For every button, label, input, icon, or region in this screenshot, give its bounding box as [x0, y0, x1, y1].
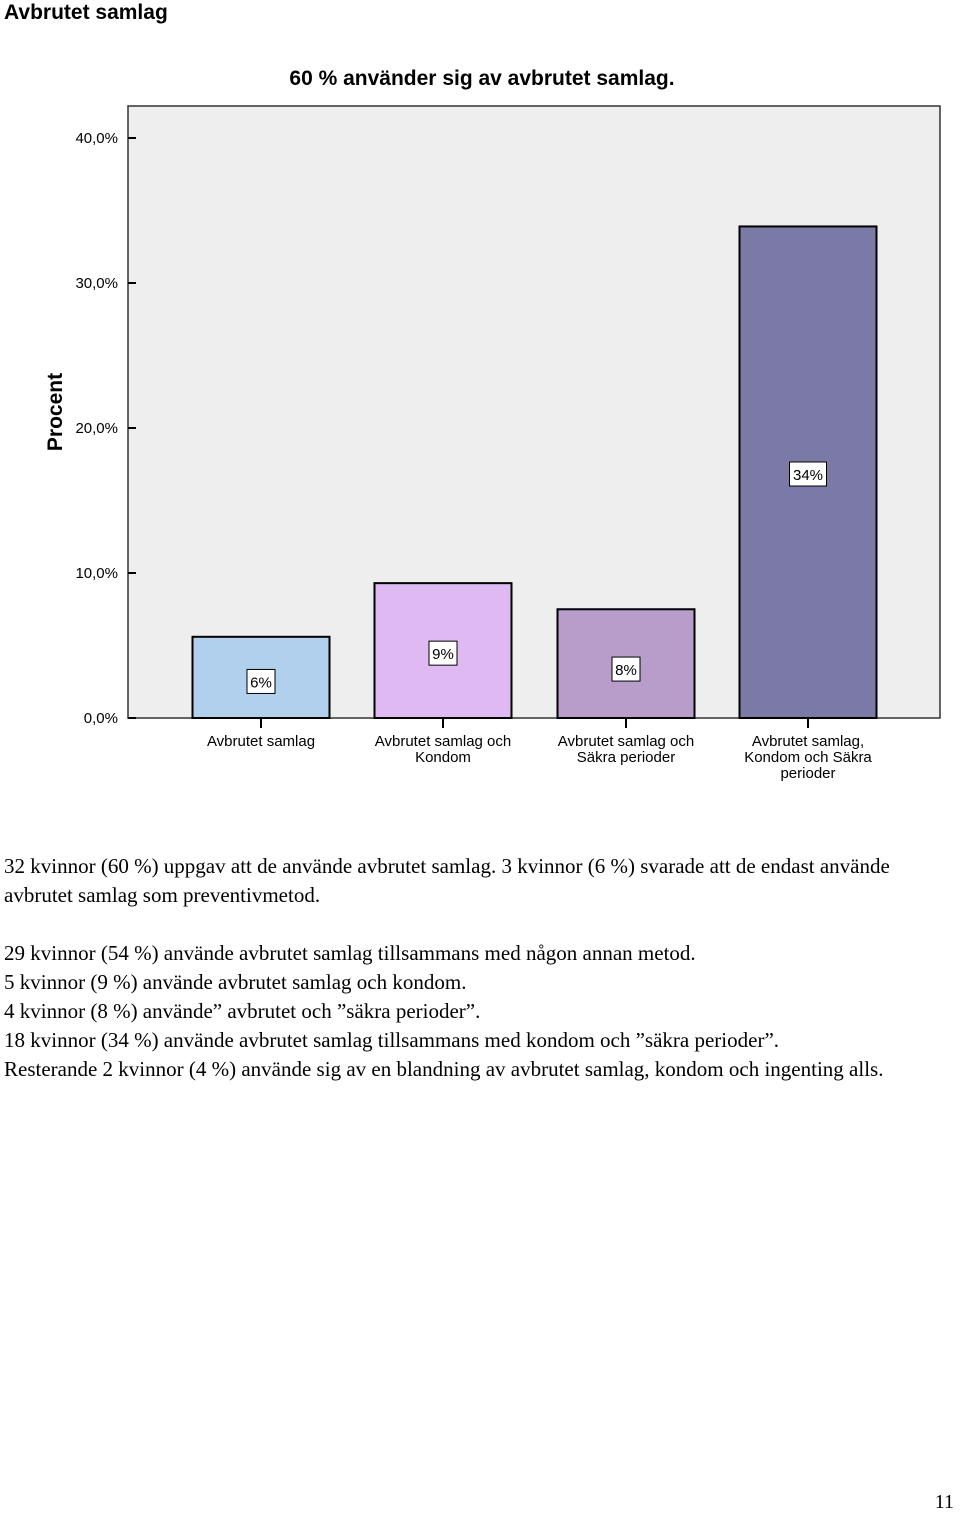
page-heading: Avbrutet samlag: [4, 1, 168, 24]
paragraph-detail-3: 4 kvinnor (8 %) använde” avbrutet och ”s…: [4, 999, 481, 1023]
data-label-box: [428, 640, 458, 666]
x-tick-label: Säkra perioder: [577, 749, 675, 766]
x-tick-label: Avbrutet samlag och: [558, 733, 694, 750]
paragraph-detail-5: Resterande 2 kvinnor (4 %) använde sig a…: [4, 1057, 884, 1081]
x-tick-label: perioder: [780, 765, 835, 782]
paragraph-detail-1: 29 kvinnor (54 %) använde avbrutet samla…: [4, 941, 696, 965]
chart-title: 60 % använder sig av avbrutet samlag.: [289, 67, 675, 90]
paragraph-detail-2: 5 kvinnor (9 %) använde avbrutet samlag …: [4, 970, 467, 994]
y-tick-label: 40,0%: [75, 130, 118, 147]
data-label-box: [789, 461, 827, 487]
body-text: 32 kvinnor (60 %) uppgav att de använde …: [4, 852, 949, 1084]
data-label: 6%: [250, 674, 272, 691]
x-tick-label: Avbrutet samlag: [207, 733, 315, 750]
x-tick-label: Kondom: [415, 749, 471, 766]
y-tick-label: 30,0%: [75, 275, 118, 292]
x-tick-label: Avbrutet samlag och: [375, 733, 511, 750]
y-axis-label: Procent: [44, 373, 67, 451]
data-label-box: [246, 668, 276, 694]
y-tick-label: 20,0%: [75, 420, 118, 437]
y-tick-label: 10,0%: [75, 565, 118, 582]
x-tick-label: Kondom och Säkra: [744, 749, 872, 766]
paragraph-detail-4: 18 kvinnor (34 %) använde avbrutet samla…: [4, 1028, 780, 1052]
x-tick-label: Avbrutet samlag,: [752, 733, 864, 750]
data-label-box: [611, 656, 641, 682]
data-label: 8%: [615, 662, 637, 679]
bar-chart: 0,0% 10,0% 20,0% 30,0% 40,0% Procent 6% Avbrute…: [44, 105, 941, 782]
data-label: 9%: [432, 646, 454, 663]
paragraph-summary: 32 kvinnor (60 %) uppgav att de använde …: [4, 854, 890, 907]
page-number: 11: [934, 1491, 954, 1513]
data-label: 34%: [793, 467, 823, 484]
bar: [191, 635, 331, 719]
y-tick-label: 0,0%: [84, 710, 118, 727]
